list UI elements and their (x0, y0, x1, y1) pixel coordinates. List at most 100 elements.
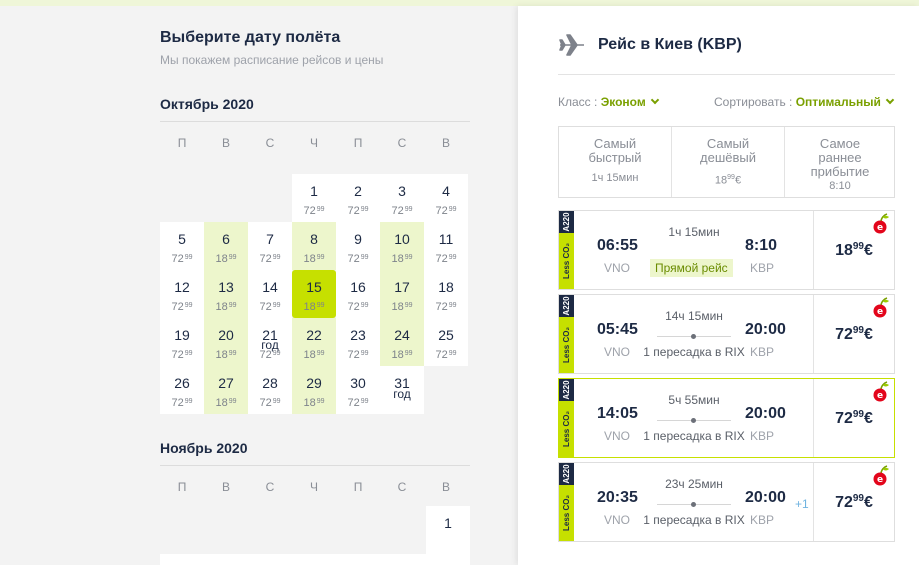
day-cell[interactable]: 29 1899 (292, 366, 336, 414)
flight-card[interactable]: Less CO₂ A220 06:55 VNO 8:10 KBP 1ч 15мин Прямо… (558, 210, 895, 290)
class-value: Эконом (600, 95, 646, 109)
day-cell[interactable]: 30 7299 (336, 366, 380, 414)
flight-duration: 5ч 55мин (668, 393, 720, 407)
day-number: 18 (438, 279, 454, 295)
day-number: 31 (394, 375, 410, 391)
tab-label: Самый (706, 136, 750, 151)
day-number: 24 (394, 327, 410, 343)
aircraft-label: A220 (562, 296, 571, 316)
day-cell[interactable]: 4 7299 (424, 174, 468, 222)
eco-badge: Less CO₂ A220 (559, 379, 574, 457)
day-price: 7299 (259, 301, 281, 313)
day-cell[interactable]: 8 1899 (292, 222, 336, 270)
next-day-badge: +1 (795, 497, 809, 511)
day-cell[interactable]: 12 7299 (160, 270, 204, 318)
day-cell[interactable]: 16 7299 (336, 270, 380, 318)
flight-card[interactable]: Less CO₂ A220 14:05 VNO 20:00 KBP 5ч 55мин 1 пе… (558, 378, 895, 458)
departure-airport: VNO (604, 345, 631, 359)
day-cell[interactable]: 6 1899 (204, 222, 248, 270)
day-number: 30 (350, 375, 366, 391)
day-cell[interactable]: 7 7299 (248, 222, 292, 270)
stops-info: 1 пересадка в RIX (643, 429, 745, 443)
day-cell[interactable]: 13 1899 (204, 270, 248, 318)
day-price: 7299 (347, 397, 369, 409)
day-cell[interactable]: 27 1899 (204, 366, 248, 414)
weekday-label: В (441, 480, 450, 494)
departure-airport: VNO (604, 429, 631, 443)
day-number: 28 (262, 375, 278, 391)
weekday-label: С (397, 480, 407, 494)
year-label: год (261, 338, 279, 352)
tab-label: Самый (593, 136, 637, 151)
day-price: 7299 (259, 253, 281, 265)
arrival-airport: KBP (750, 345, 775, 359)
day-cell[interactable]: 24 1899 (380, 318, 424, 366)
day-price: 7299 (171, 349, 193, 361)
day-cell[interactable]: 9 7299 (336, 222, 380, 270)
day-cell[interactable]: 2 7299 (336, 174, 380, 222)
day-cell[interactable]: 22 1899 (292, 318, 336, 366)
sort-filter[interactable]: Сортировать : Оптимальный (714, 95, 895, 109)
flight-card[interactable]: Less CO₂ A220 20:35 VNO 20:00 KBP +1 23ч 25мин 1… (558, 462, 895, 542)
day-price: 7299 (347, 205, 369, 217)
class-filter[interactable]: Класс : Эконом (558, 95, 659, 109)
sort-tab-earliest[interactable]: Самое раннее прибытие 8:10 (785, 127, 895, 197)
tab-label: дешёвый (700, 150, 756, 165)
day-cell[interactable]: 15 1899 (292, 270, 336, 318)
flight-card[interactable]: Less CO₂ A220 05:45 VNO 20:00 KBP 14ч 15мин 1 п… (558, 294, 895, 374)
day-price: 7299 (171, 301, 193, 313)
day-number: 14 (262, 279, 278, 295)
day-cell[interactable]: 28 7299 (248, 366, 292, 414)
day-cell[interactable]: 5 7299 (160, 222, 204, 270)
day-price: 7299 (347, 349, 369, 361)
year-label: год (393, 387, 411, 401)
chevron-down-icon (650, 95, 659, 105)
sort-tabs: Самый быстрый 1ч 15мин Самый дешёвый 189… (558, 126, 895, 198)
day-cell[interactable]: 31 год (380, 366, 424, 414)
day-number: 15 (306, 279, 322, 295)
day-cell-nov-1[interactable]: 1 (426, 506, 470, 554)
day-cell[interactable]: 17 1899 (380, 270, 424, 318)
co2-label: Less CO₂ (559, 233, 574, 289)
day-price: 7299 (303, 205, 325, 217)
day-cell[interactable]: 21 год 7299 (248, 318, 292, 366)
weekday-label: С (265, 480, 275, 494)
day-number: 23 (350, 327, 366, 343)
tab-divider (784, 127, 785, 197)
day-cell[interactable]: 18 7299 (424, 270, 468, 318)
day-number: 27 (218, 375, 234, 391)
day-cell[interactable]: 26 7299 (160, 366, 204, 414)
sort-tab-fastest[interactable]: Самый быстрый 1ч 15мин (559, 127, 671, 197)
sort-tab-cheapest[interactable]: Самый дешёвый 1899€ (672, 127, 784, 197)
month-title-november: Ноябрь 2020 (160, 440, 248, 456)
weekday-label: В (221, 136, 230, 150)
day-cell[interactable]: 11 7299 (424, 222, 468, 270)
november-grid: 1 (160, 506, 470, 565)
day-number: 11 (438, 231, 454, 247)
day-price: 7299 (435, 253, 457, 265)
day-number: 16 (350, 279, 366, 295)
weekday-label: П (353, 136, 363, 150)
weekday-label: П (177, 136, 187, 150)
day-cell[interactable]: 25 7299 (424, 318, 468, 366)
day-cell[interactable]: 10 1899 (380, 222, 424, 270)
date-picker-panel: Выберите дату полёта Мы покажем расписан… (0, 6, 516, 565)
cherry-icon: e (873, 213, 889, 234)
day-cell[interactable]: 1 7299 (292, 174, 336, 222)
day-cell[interactable]: 19 7299 (160, 318, 204, 366)
direct-flight-badge: Прямой рейс (650, 259, 733, 277)
departure-time: 05:45 (597, 321, 638, 338)
tab-label: Самое (819, 136, 861, 151)
cherry-icon: e (873, 381, 889, 402)
day-cell[interactable]: 14 7299 (248, 270, 292, 318)
day-price: 1899 (303, 301, 325, 313)
flight-duration: 14ч 15мин (665, 309, 723, 323)
day-cell[interactable]: 20 1899 (204, 318, 248, 366)
arrival-time: 20:00 (745, 489, 786, 506)
day-cell[interactable]: 3 7299 (380, 174, 424, 222)
arrival-time: 20:00 (745, 405, 786, 422)
day-price: 1899 (391, 301, 413, 313)
aircraft-label: A220 (562, 464, 571, 484)
day-number: 12 (174, 279, 190, 295)
day-cell[interactable]: 23 7299 (336, 318, 380, 366)
